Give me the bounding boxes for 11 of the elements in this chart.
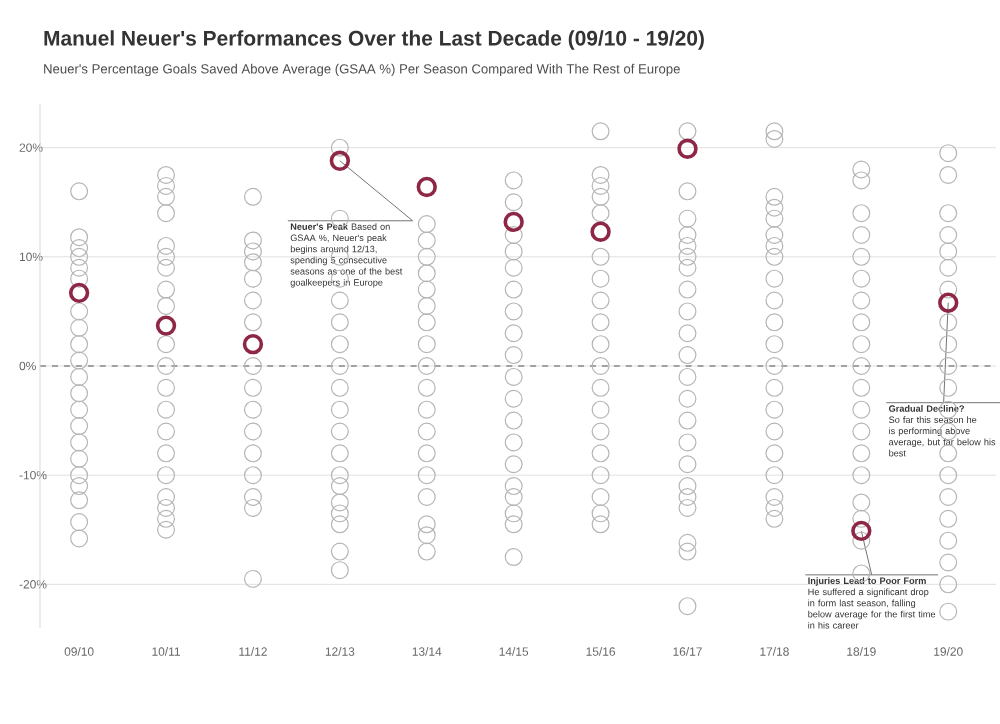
point (590, 221, 611, 242)
chart-title: Manuel Neuer's Performances Over the Last Decade (09/10 - 19/20) (44, 30, 704, 50)
point (416, 176, 437, 198)
point (851, 520, 872, 542)
point (938, 292, 959, 313)
point (155, 315, 177, 336)
point (242, 333, 264, 355)
point (503, 211, 524, 233)
point (68, 282, 90, 304)
point (677, 138, 698, 159)
point (329, 150, 351, 171)
